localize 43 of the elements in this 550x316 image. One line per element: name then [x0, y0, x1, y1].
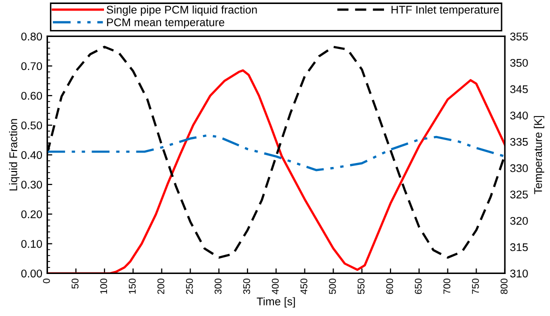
line-series — [47, 134, 505, 172]
x-tick-label: 500 — [329, 278, 336, 294]
y-tick-label: 0.30 — [21, 180, 42, 189]
legend-label: PCM mean temperature — [107, 18, 224, 28]
x-tick-label: 400 — [272, 278, 279, 294]
y2-tick-label: 350 — [510, 58, 528, 67]
x-tick-label: 150 — [128, 278, 136, 294]
x-tick-label: 100 — [100, 278, 108, 294]
y2-tick-label: 330 — [510, 164, 528, 172]
x-tick-label: 250 — [186, 278, 193, 294]
x-tick-label: 600 — [386, 278, 394, 294]
y2-tick-label: 325 — [510, 190, 528, 198]
y2-tick-label: 335 — [510, 138, 528, 146]
y2-tick-label: 345 — [510, 85, 528, 94]
y2-tick-label: 355 — [510, 32, 528, 40]
y2-tick-label: 310 — [510, 270, 528, 278]
y2-tick-label: 340 — [510, 112, 528, 120]
x-tick-label: 200 — [157, 278, 164, 294]
x-tick-label: 300 — [214, 278, 222, 294]
x-tick-label: 750 — [472, 278, 479, 294]
y-tick-label: 0.70 — [21, 62, 42, 70]
y-tick-label: 0.20 — [21, 210, 42, 218]
x-tick-label: 650 — [414, 278, 422, 294]
x-tick-label: 700 — [443, 278, 450, 294]
y-tick-label: 0.50 — [21, 121, 42, 130]
x-tick-label: 800 — [500, 278, 508, 294]
y-tick-label: 0.10 — [21, 240, 42, 248]
legend-label: HTF Inlet temperature — [392, 5, 499, 16]
y-tick-label: 0.80 — [21, 32, 42, 40]
y-tick-label: 0.40 — [21, 151, 42, 159]
x-tick-label: 350 — [243, 278, 250, 294]
y2-tick-label: 320 — [510, 216, 528, 225]
y-tick-label: 0.00 — [21, 270, 42, 278]
x-tick-label: 450 — [300, 278, 308, 294]
x-axis-title: Time [s] — [256, 297, 295, 308]
y-tick-label: 0.60 — [21, 92, 42, 100]
y2-axis-title: Temperature [K] — [534, 116, 544, 194]
x-tick-label: 50 — [72, 278, 79, 289]
x-tick-label: 0 — [43, 278, 50, 284]
x-tick-label: 550 — [358, 278, 365, 294]
y2-tick-label: 315 — [510, 243, 528, 252]
y-axis-title: Liquid Fraction — [9, 119, 20, 190]
legend-label: Single pipe PCM liquid fraction — [106, 5, 257, 16]
